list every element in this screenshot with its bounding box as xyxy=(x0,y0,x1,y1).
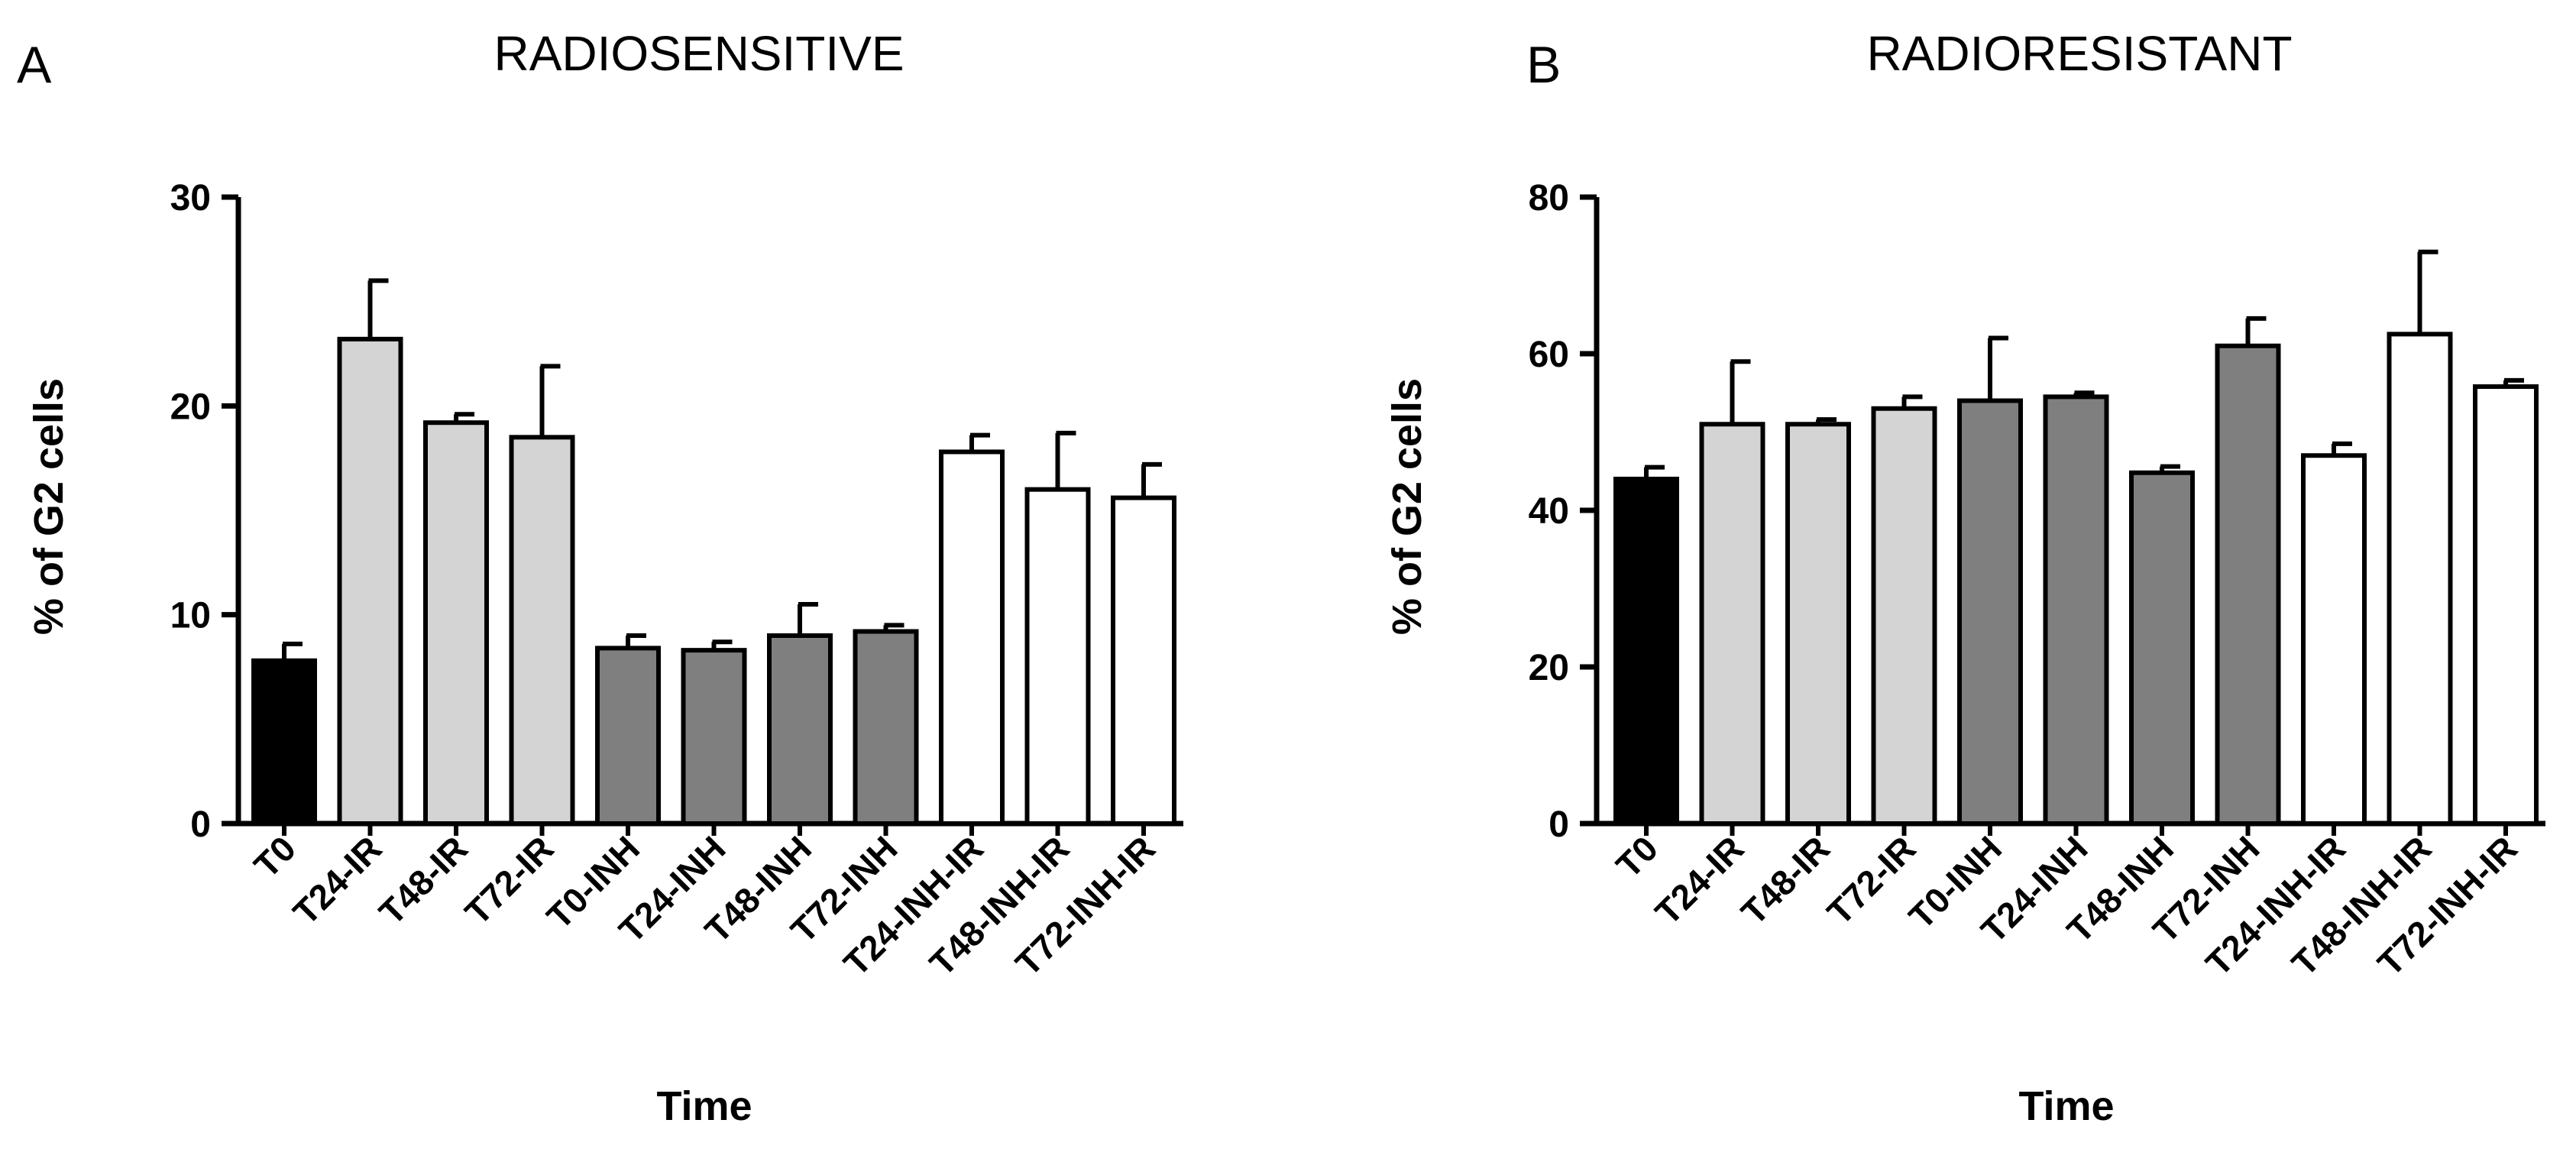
panel-b-bar-t24-inh-ir xyxy=(2301,453,2367,826)
panel-b-y-tick-label: 40 xyxy=(1529,491,1569,532)
panel-a-bar-t0 xyxy=(251,658,317,826)
panel-a-bar-t24-inh-ir xyxy=(939,449,1005,826)
panel-a-x-tick-label: T72-IR xyxy=(457,828,561,932)
panel-b-bar-t72-ir xyxy=(1871,406,1937,826)
panel-a-plot: 0102030T0T24-IRT48-IRT72-IRT0-INHT24-INH… xyxy=(170,178,1183,983)
panel-a-bar-t72-inh xyxy=(853,629,919,826)
panel-b-y-tick-label: 0 xyxy=(1549,804,1569,845)
panel-a: A RADIOSENSITIVE % of G2 cells Time 0 10 2… xyxy=(17,26,1183,1129)
panel-b-x-tick-label: T72-IR xyxy=(1819,828,1923,932)
panel-b-y-tick-label: 80 xyxy=(1529,178,1569,218)
panel-a-letter: A xyxy=(17,36,52,94)
panel-a-bar-t72-ir xyxy=(509,435,575,826)
panel-b-x-tick-label: T24-IR xyxy=(1647,828,1751,932)
panel-b-plot: 020406080T0T24-IRT48-IRT72-IRT0-INHT24-I… xyxy=(1529,178,2545,983)
panel-b-bar-t0 xyxy=(1613,477,1679,826)
panel-a-bar-t24-ir xyxy=(337,336,403,827)
panel-b-bar-t72-inh-ir xyxy=(2473,384,2539,826)
panel-b-bar-t48-ir xyxy=(1785,422,1851,826)
panel-a-bar-t48-inh xyxy=(767,633,833,826)
panel-b-bar-t72-inh xyxy=(2215,343,2281,826)
panel-b-bar-t48-inh-ir xyxy=(2387,332,2453,826)
panel-b-bar-t24-ir xyxy=(1699,422,1765,826)
panel-b-bar-t24-inh xyxy=(2043,394,2109,826)
panel-a-x-tick-label: T24-IR xyxy=(285,828,389,932)
panel-a-y-tick-label: 10 xyxy=(170,596,211,636)
panel-a-y-tick-label: 30 xyxy=(170,178,211,218)
panel-a-x-tick-label: T48-IR xyxy=(371,828,475,932)
panel-a-bar-t48-ir xyxy=(423,420,489,826)
panel-a-y-tick-label: 0 xyxy=(190,804,211,845)
panel-b-x-tick-label: T48-IR xyxy=(1733,828,1837,932)
panel-a-y-tick-label: 20 xyxy=(170,387,211,427)
panel-b-y-tick-label: 60 xyxy=(1529,335,1569,375)
panel-b-y-tick-label: 20 xyxy=(1529,648,1569,688)
panel-b-y-axis-label: % of G2 cells xyxy=(1384,378,1430,635)
panel-a-x-tick-label: T0 xyxy=(246,828,303,885)
panel-a-title: RADIOSENSITIVE xyxy=(494,26,905,81)
panel-a-bar-t72-inh-ir xyxy=(1111,495,1176,826)
panel-a-bar-t48-inh-ir xyxy=(1024,487,1091,827)
panel-b-bar-t0-inh xyxy=(1957,398,2023,826)
panel-a-y-axis-label: % of G2 cells xyxy=(26,378,72,635)
panel-b-x-tick-label: T0 xyxy=(1608,828,1665,885)
panel-b-letter: B xyxy=(1526,36,1561,94)
panel-b-x-axis-label: Time xyxy=(2018,1083,2114,1129)
panel-b: B RADIORESISTANT % of G2 cells Time 0 20 4… xyxy=(1384,26,2545,1129)
panel-a-bar-t0-inh xyxy=(595,646,661,827)
panel-b-bar-t48-inh xyxy=(2129,470,2195,826)
panel-b-title: RADIORESISTANT xyxy=(1866,26,2292,81)
panel-a-x-axis-label: Time xyxy=(656,1083,752,1129)
panel-a-bar-t24-inh xyxy=(681,648,747,827)
